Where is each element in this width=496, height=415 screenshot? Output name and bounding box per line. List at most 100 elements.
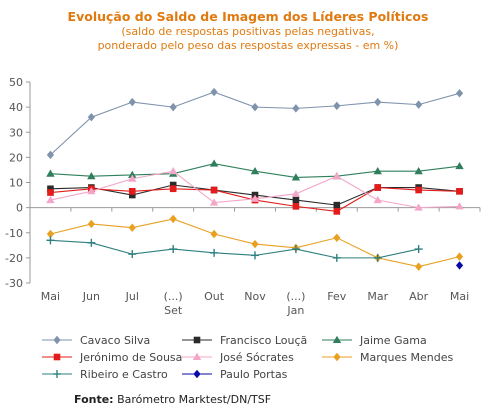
data-point bbox=[374, 97, 382, 107]
y-tick-label: -20 bbox=[5, 252, 23, 265]
data-point bbox=[291, 189, 301, 197]
data-point bbox=[87, 172, 96, 180]
y-tick-label: 20 bbox=[9, 151, 23, 164]
data-point bbox=[128, 223, 136, 232]
y-tick-label: -10 bbox=[5, 227, 23, 240]
data-point bbox=[292, 203, 300, 210]
x-tick-label: Out bbox=[204, 290, 225, 303]
data-point bbox=[210, 87, 218, 97]
x-tick-label: Jul bbox=[125, 290, 139, 303]
data-point bbox=[251, 251, 259, 260]
data-point bbox=[46, 229, 55, 239]
data-point bbox=[169, 181, 177, 189]
legend-label: Paulo Portas bbox=[220, 368, 288, 381]
legend-swatch-marker bbox=[53, 353, 61, 361]
series-0 bbox=[46, 87, 464, 160]
data-point bbox=[373, 166, 382, 175]
legend-item: Francisco Louçã bbox=[182, 334, 307, 347]
data-point bbox=[128, 170, 137, 178]
data-point bbox=[210, 229, 218, 239]
x-tick-label: Nov bbox=[244, 290, 266, 303]
x-tick-label: Mai bbox=[41, 290, 60, 303]
data-point bbox=[169, 102, 177, 112]
x-tick-label: (...) bbox=[164, 290, 183, 303]
y-tick-label: -30 bbox=[5, 277, 23, 290]
data-point bbox=[46, 195, 55, 204]
series-4 bbox=[46, 166, 464, 211]
data-point bbox=[373, 253, 382, 262]
data-point bbox=[128, 250, 137, 259]
legend-item: José Sócrates bbox=[182, 351, 294, 364]
legend-swatch-marker bbox=[53, 370, 61, 378]
x-tick-label: Abr bbox=[409, 290, 429, 303]
legend-item: Marques Mendes bbox=[322, 351, 453, 364]
x-tick-label: Mar bbox=[367, 290, 388, 303]
series-line bbox=[50, 91, 460, 156]
legend-swatch-marker bbox=[53, 335, 61, 345]
data-point bbox=[169, 245, 178, 254]
legend-label: Francisco Louçã bbox=[220, 334, 307, 347]
chart-title: Evolução do Saldo de Imagem dos Líderes … bbox=[67, 9, 429, 24]
data-point bbox=[250, 194, 260, 202]
legend-label: José Sócrates bbox=[219, 351, 294, 364]
data-point bbox=[414, 245, 423, 254]
source-note: Fonte: Barómetro Marktest/DN/TSF bbox=[74, 393, 271, 406]
legend-swatch-marker bbox=[332, 335, 342, 343]
legend-swatch-marker bbox=[333, 352, 341, 362]
y-tick-label: 0 bbox=[16, 202, 23, 215]
chart-header: Evolução do Saldo de Imagem dos Líderes … bbox=[0, 8, 496, 53]
data-point bbox=[47, 189, 54, 196]
data-point bbox=[455, 252, 464, 261]
data-point bbox=[251, 239, 259, 249]
data-point bbox=[415, 186, 422, 194]
data-point bbox=[332, 172, 342, 180]
series-7 bbox=[455, 261, 464, 270]
y-tick-label: 50 bbox=[9, 76, 23, 89]
data-point bbox=[456, 187, 463, 195]
legend-item: Jaime Gama bbox=[322, 334, 427, 347]
series-line bbox=[50, 239, 419, 259]
data-point bbox=[333, 101, 341, 111]
series-6 bbox=[46, 236, 423, 262]
data-point bbox=[87, 219, 95, 229]
data-point bbox=[455, 89, 464, 98]
data-point bbox=[455, 202, 464, 210]
series-5 bbox=[46, 214, 464, 271]
data-point bbox=[209, 159, 219, 167]
y-tick-label: 40 bbox=[9, 101, 23, 114]
data-point bbox=[333, 233, 341, 242]
data-point bbox=[455, 161, 464, 170]
data-point bbox=[291, 173, 301, 181]
data-point bbox=[128, 191, 136, 199]
data-point bbox=[87, 238, 96, 247]
data-point bbox=[332, 253, 341, 262]
x-tick-label: Mai bbox=[450, 290, 469, 303]
data-point bbox=[46, 236, 55, 245]
source-text: Barómetro Marktest/DN/TSF bbox=[113, 393, 272, 406]
data-point bbox=[128, 174, 137, 182]
legend-item: Paulo Portas bbox=[182, 368, 288, 381]
legend-label: Cavaco Silva bbox=[80, 334, 150, 347]
data-point bbox=[414, 203, 423, 211]
x-tick-label: Jan bbox=[286, 304, 304, 317]
legend-item: Cavaco Silva bbox=[42, 334, 150, 347]
x-tick-label: Jun bbox=[82, 290, 100, 303]
series-2 bbox=[46, 159, 464, 181]
data-point bbox=[87, 187, 96, 195]
data-point bbox=[250, 166, 260, 175]
data-point bbox=[128, 97, 136, 107]
y-tick-label: 10 bbox=[9, 177, 23, 190]
data-point bbox=[251, 102, 259, 112]
data-point bbox=[455, 261, 464, 270]
data-point bbox=[210, 248, 219, 257]
data-point bbox=[46, 150, 55, 160]
data-point bbox=[87, 112, 95, 122]
data-point bbox=[210, 186, 218, 194]
source-label: Fonte: bbox=[74, 393, 114, 406]
data-point bbox=[169, 214, 177, 224]
legend-swatch-marker bbox=[192, 352, 202, 360]
legend-label: Jerónimo de Sousa bbox=[79, 351, 182, 364]
data-point bbox=[292, 196, 300, 204]
x-tick-label: Set bbox=[164, 304, 183, 317]
